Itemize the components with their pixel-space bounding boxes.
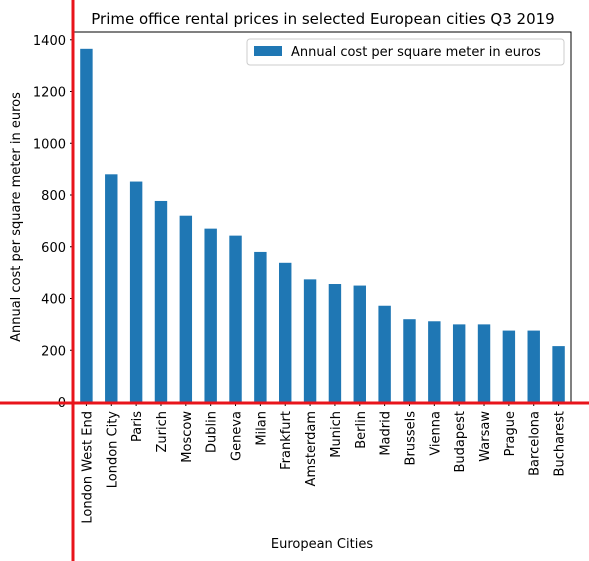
x-tick-label: Madrid [379, 411, 394, 456]
x-tick-label: Warsaw [478, 411, 493, 462]
x-tick-label: Bucharest [553, 411, 568, 476]
x-tick-label: Vienna [428, 411, 443, 456]
x-axis-label: European Cities [271, 537, 373, 552]
y-tick-label: 1000 [33, 137, 66, 152]
x-tick-label: Brussels [403, 411, 418, 466]
bar-brussels [403, 319, 416, 402]
x-tick-label: Milan [254, 411, 269, 446]
x-tick-label: Paris [130, 411, 145, 442]
y-tick-label: 800 [41, 189, 66, 204]
bar-paris [129, 181, 143, 402]
chart-title: Prime office rental prices in selected E… [91, 10, 554, 28]
legend: Annual cost per square meter in euros [246, 38, 565, 66]
y-tick-label: 600 [41, 241, 66, 256]
y-tick-label: 1200 [33, 86, 66, 101]
y-axis-label: Annual cost per square meter in euros [9, 92, 24, 342]
y-tick-label: 1400 [33, 34, 66, 49]
x-tick-label: Berlin [354, 411, 369, 449]
y-tick-label: 400 [41, 293, 66, 308]
bar-geneva [229, 235, 242, 402]
y-axis: 0200400600800100012001400 [33, 34, 74, 411]
bar-london-city [105, 174, 118, 402]
bar-munich [328, 284, 342, 402]
legend-label: Annual cost per square meter in euros [291, 45, 541, 60]
bar-budapest [452, 324, 466, 402]
bar-moscow [179, 215, 193, 402]
x-tick-label: London West End [80, 411, 95, 524]
x-tick-label: Dublin [205, 411, 220, 453]
bar-amsterdam [303, 279, 317, 402]
x-tick-label: Zurich [155, 411, 170, 453]
x-tick-label: Geneva [230, 411, 245, 461]
x-tick-label: Moscow [180, 411, 195, 463]
x-tick-label: Budapest [453, 411, 468, 473]
x-tick-label: Amsterdam [304, 411, 319, 486]
bar-berlin [353, 285, 366, 402]
bar-zurich [154, 200, 168, 402]
bar-bucharest [552, 346, 565, 402]
bar-barcelona [527, 330, 540, 402]
bar-dublin [204, 228, 217, 402]
bar-madrid [378, 305, 391, 402]
bars-group [80, 48, 565, 403]
legend-swatch [254, 46, 282, 56]
bar-milan [254, 251, 267, 402]
bar-frankfurt [279, 262, 292, 402]
bar-vienna [428, 321, 441, 402]
x-tick-label: Prague [503, 411, 518, 456]
legend-box [246, 38, 565, 66]
plot-frame [73, 31, 572, 403]
x-axis: London West End London City Paris Zurich Mos… [80, 402, 568, 524]
x-tick-label: Frankfurt [279, 411, 294, 470]
x-tick-label: Barcelona [528, 411, 543, 476]
bar-prague [502, 330, 516, 402]
bar-warsaw [477, 324, 491, 402]
bar-london-west-end [80, 48, 93, 403]
x-tick-label: Munich [329, 411, 344, 458]
x-tick-label: London City [105, 411, 120, 489]
y-tick-label: 200 [41, 344, 66, 359]
